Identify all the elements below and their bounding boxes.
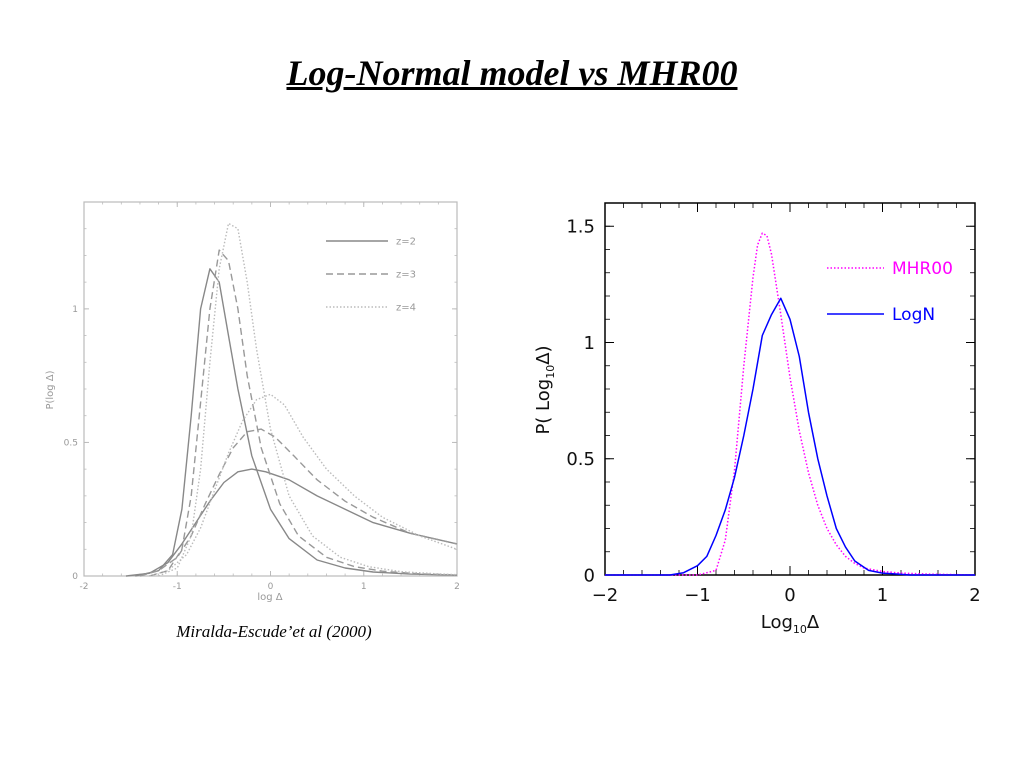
legend-label: MHR00 — [892, 259, 953, 279]
y-tick-label: 1 — [584, 333, 595, 354]
legend-label: z=2 — [396, 237, 416, 248]
y-tick-label: 0.5 — [64, 439, 78, 449]
series-line-z-3 — [149, 249, 458, 577]
legend-label: z=4 — [396, 303, 416, 314]
legend-label: LogN — [892, 305, 935, 325]
y-tick-label: 0 — [72, 572, 78, 582]
left-legend: z=2 z=3 z=4 — [326, 237, 416, 314]
series-line-z-2 — [125, 468, 458, 577]
y-tick-label: 1.5 — [566, 217, 595, 238]
x-tick-label: 2 — [969, 585, 980, 606]
x-tick-label: 0 — [784, 585, 795, 606]
x-tick-label: 2 — [454, 582, 460, 592]
right-xlabel: Log10Δ — [761, 612, 820, 636]
figure-caption: Miralda-Escude’et al (2000) — [176, 622, 372, 641]
series-line-logn — [605, 297, 975, 576]
series-line-z-3 — [139, 428, 458, 577]
right-ylabel: P( Log10Δ) — [533, 345, 557, 434]
x-tick-label: -1 — [173, 582, 182, 592]
right-legend: MHR00 LogN — [827, 259, 953, 325]
slide-title: Log-Normal model vs MHR00 — [286, 53, 738, 93]
x-tick-label: −1 — [684, 585, 711, 606]
left-ylabel: P(log Δ) — [45, 370, 56, 409]
x-tick-label: 1 — [361, 582, 367, 592]
series-line-z-4 — [158, 222, 458, 577]
right-series-group — [605, 232, 976, 576]
left-axis-ticks: -2 -1 0 1 2 0 0.5 1 — [64, 201, 460, 592]
left-series-group — [125, 222, 458, 577]
x-tick-label: 1 — [877, 585, 888, 606]
x-tick-label: -2 — [80, 582, 89, 592]
right-axis-ticks: −2 −1 0 1 2 0 0.5 1 1.5 — [566, 202, 981, 606]
x-tick-label: −2 — [592, 585, 619, 606]
left-xlabel: log Δ — [257, 592, 282, 603]
legend-label: z=3 — [396, 270, 416, 281]
series-line-mhr00 — [605, 232, 976, 576]
series-line-z-2 — [135, 268, 458, 577]
y-tick-label: 0 — [584, 565, 595, 586]
y-tick-label: 1 — [72, 305, 78, 315]
x-tick-label: 0 — [268, 582, 274, 592]
y-tick-label: 0.5 — [566, 449, 595, 470]
